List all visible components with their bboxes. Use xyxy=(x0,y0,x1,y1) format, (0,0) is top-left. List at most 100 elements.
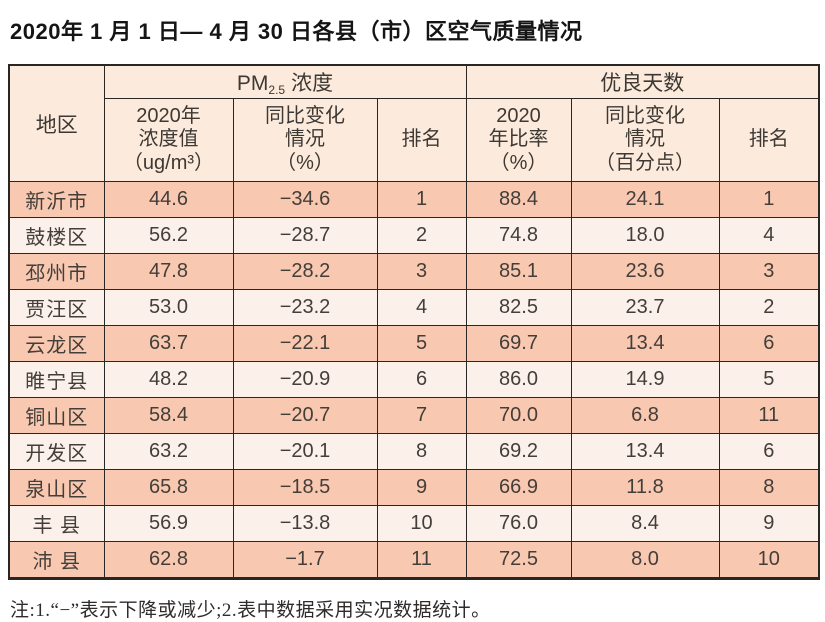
cell-pm-value: 53.0 xyxy=(103,289,234,326)
cell-pm-rank: 9 xyxy=(376,469,467,506)
air-quality-table: 地区 PM2.5 浓度 优良天数 2020年 浓度值 （ug/m³） 同比变化 情… xyxy=(8,64,821,580)
header-group-row: 地区 PM2.5 浓度 优良天数 xyxy=(8,64,820,182)
header-pm-group: PM2.5 浓度 xyxy=(103,64,467,99)
cell-pm-change: −20.9 xyxy=(232,361,378,398)
cell-good-rank: 9 xyxy=(718,505,820,542)
cell-good-rank: 1 xyxy=(718,181,820,218)
cell-good-rank: 8 xyxy=(718,469,820,506)
cell-good-rank: 4 xyxy=(718,217,820,254)
cell-region: 新沂市 xyxy=(8,181,105,218)
cell-good-rank: 5 xyxy=(718,361,820,398)
cell-good-rate: 82.5 xyxy=(465,289,572,326)
cell-pm-rank: 5 xyxy=(376,325,467,362)
cell-good-change: 8.4 xyxy=(570,505,720,542)
cell-pm-value: 65.8 xyxy=(103,469,234,506)
cell-pm-value: 63.2 xyxy=(103,433,234,470)
header-pm-change: 同比变化 情况 （%） xyxy=(232,98,378,182)
header-good-rank: 排名 xyxy=(718,98,820,182)
cell-region: 贾汪区 xyxy=(8,289,105,326)
cell-pm-rank: 3 xyxy=(376,253,467,290)
cell-pm-value: 63.7 xyxy=(103,325,234,362)
header-pm-rank: 排名 xyxy=(376,98,467,182)
cell-pm-rank: 4 xyxy=(376,289,467,326)
cell-good-change: 23.7 xyxy=(570,289,720,326)
table-body: 新沂市 44.6 −34.6 1 88.4 24.1 1 鼓楼区 56.2 −28.7 2 74.8 1… xyxy=(8,181,820,579)
header-good-change: 同比变化 情况 （百分点） xyxy=(570,98,720,182)
cell-pm-rank: 7 xyxy=(376,397,467,434)
table-row: 云龙区 63.7 −22.1 5 69.7 13.4 6 xyxy=(8,325,820,362)
cell-pm-rank: 2 xyxy=(376,217,467,254)
cell-pm-value: 48.2 xyxy=(103,361,234,398)
cell-good-rate: 76.0 xyxy=(465,505,572,542)
cell-good-change: 13.4 xyxy=(570,433,720,470)
cell-pm-change: −34.6 xyxy=(232,181,378,218)
cell-pm-change: −13.8 xyxy=(232,505,378,542)
cell-good-rate: 88.4 xyxy=(465,181,572,218)
cell-pm-change: −23.2 xyxy=(232,289,378,326)
cell-pm-value: 56.9 xyxy=(103,505,234,542)
cell-good-rank: 6 xyxy=(718,433,820,470)
cell-pm-value: 62.8 xyxy=(103,541,234,579)
table-row: 开发区 63.2 −20.1 8 69.2 13.4 6 xyxy=(8,433,820,470)
cell-region: 铜山区 xyxy=(8,397,105,434)
pm-label: PM xyxy=(236,72,269,95)
cell-good-rank: 3 xyxy=(718,253,820,290)
cell-good-rank: 10 xyxy=(718,541,820,579)
cell-good-change: 6.8 xyxy=(570,397,720,434)
cell-region: 云龙区 xyxy=(8,325,105,362)
cell-pm-change: −22.1 xyxy=(232,325,378,362)
table-row: 睢宁县 48.2 −20.9 6 86.0 14.9 5 xyxy=(8,361,820,398)
cell-good-change: 24.1 xyxy=(570,181,720,218)
cell-region: 沛 县 xyxy=(8,541,105,579)
cell-good-change: 14.9 xyxy=(570,361,720,398)
cell-good-rank: 2 xyxy=(718,289,820,326)
cell-pm-change: −28.2 xyxy=(232,253,378,290)
cell-pm-change: −1.7 xyxy=(232,541,378,579)
cell-region: 泉山区 xyxy=(8,469,105,506)
cell-good-change: 23.6 xyxy=(570,253,720,290)
header-good-days-group: 优良天数 xyxy=(465,64,820,99)
cell-pm-rank: 1 xyxy=(376,181,467,218)
header-region: 地区 xyxy=(8,64,105,182)
cell-pm-change: −28.7 xyxy=(232,217,378,254)
cell-pm-change: −18.5 xyxy=(232,469,378,506)
cell-pm-rank: 10 xyxy=(376,505,467,542)
cell-pm-value: 44.6 xyxy=(103,181,234,218)
cell-good-change: 13.4 xyxy=(570,325,720,362)
table-row: 沛 县 62.8 −1.7 11 72.5 8.0 10 xyxy=(8,541,820,579)
table-row: 泉山区 65.8 −18.5 9 66.9 11.8 8 xyxy=(8,469,820,506)
cell-region: 睢宁县 xyxy=(8,361,105,398)
header-pm-value: 2020年 浓度值 （ug/m³） xyxy=(103,98,234,182)
cell-good-change: 11.8 xyxy=(570,469,720,506)
page-title: 2020年 1 月 1 日— 4 月 30 日各县（市）区空气质量情况 xyxy=(10,19,583,44)
cell-region: 鼓楼区 xyxy=(8,217,105,254)
table-row: 新沂市 44.6 −34.6 1 88.4 24.1 1 xyxy=(8,181,820,218)
cell-good-rank: 11 xyxy=(718,397,820,434)
cell-good-rate: 86.0 xyxy=(465,361,572,398)
pm-suffix: 浓度 xyxy=(291,72,334,95)
header-sub-row: 2020年 浓度值 （ug/m³） 同比变化 情况 （%） 排名 2020 年比… xyxy=(9,98,820,182)
table-row: 邳州市 47.8 −28.2 3 85.1 23.6 3 xyxy=(8,253,820,290)
cell-good-rate: 69.2 xyxy=(465,433,572,470)
pm-subscript: 2.5 xyxy=(268,83,286,97)
table-row: 丰 县 56.9 −13.8 10 76.0 8.4 9 xyxy=(8,505,820,542)
cell-pm-value: 47.8 xyxy=(103,253,234,290)
footnote: 注:1.“−”表示下降或减少;2.表中数据采用实况数据统计。 xyxy=(10,600,491,621)
cell-pm-change: −20.1 xyxy=(232,433,378,470)
cell-pm-value: 58.4 xyxy=(103,397,234,434)
cell-region: 丰 县 xyxy=(8,505,105,542)
cell-pm-value: 56.2 xyxy=(103,217,234,254)
cell-good-rank: 6 xyxy=(718,325,820,362)
cell-region: 邳州市 xyxy=(8,253,105,290)
cell-good-rate: 72.5 xyxy=(465,541,572,579)
cell-good-change: 18.0 xyxy=(570,217,720,254)
cell-pm-change: −20.7 xyxy=(232,397,378,434)
cell-good-rate: 85.1 xyxy=(465,253,572,290)
header-good-rate: 2020 年比率 （%） xyxy=(465,98,572,182)
cell-good-rate: 74.8 xyxy=(465,217,572,254)
table-row: 铜山区 58.4 −20.7 7 70.0 6.8 11 xyxy=(8,397,820,434)
cell-pm-rank: 11 xyxy=(376,541,467,579)
cell-good-rate: 69.7 xyxy=(465,325,572,362)
cell-pm-rank: 6 xyxy=(376,361,467,398)
